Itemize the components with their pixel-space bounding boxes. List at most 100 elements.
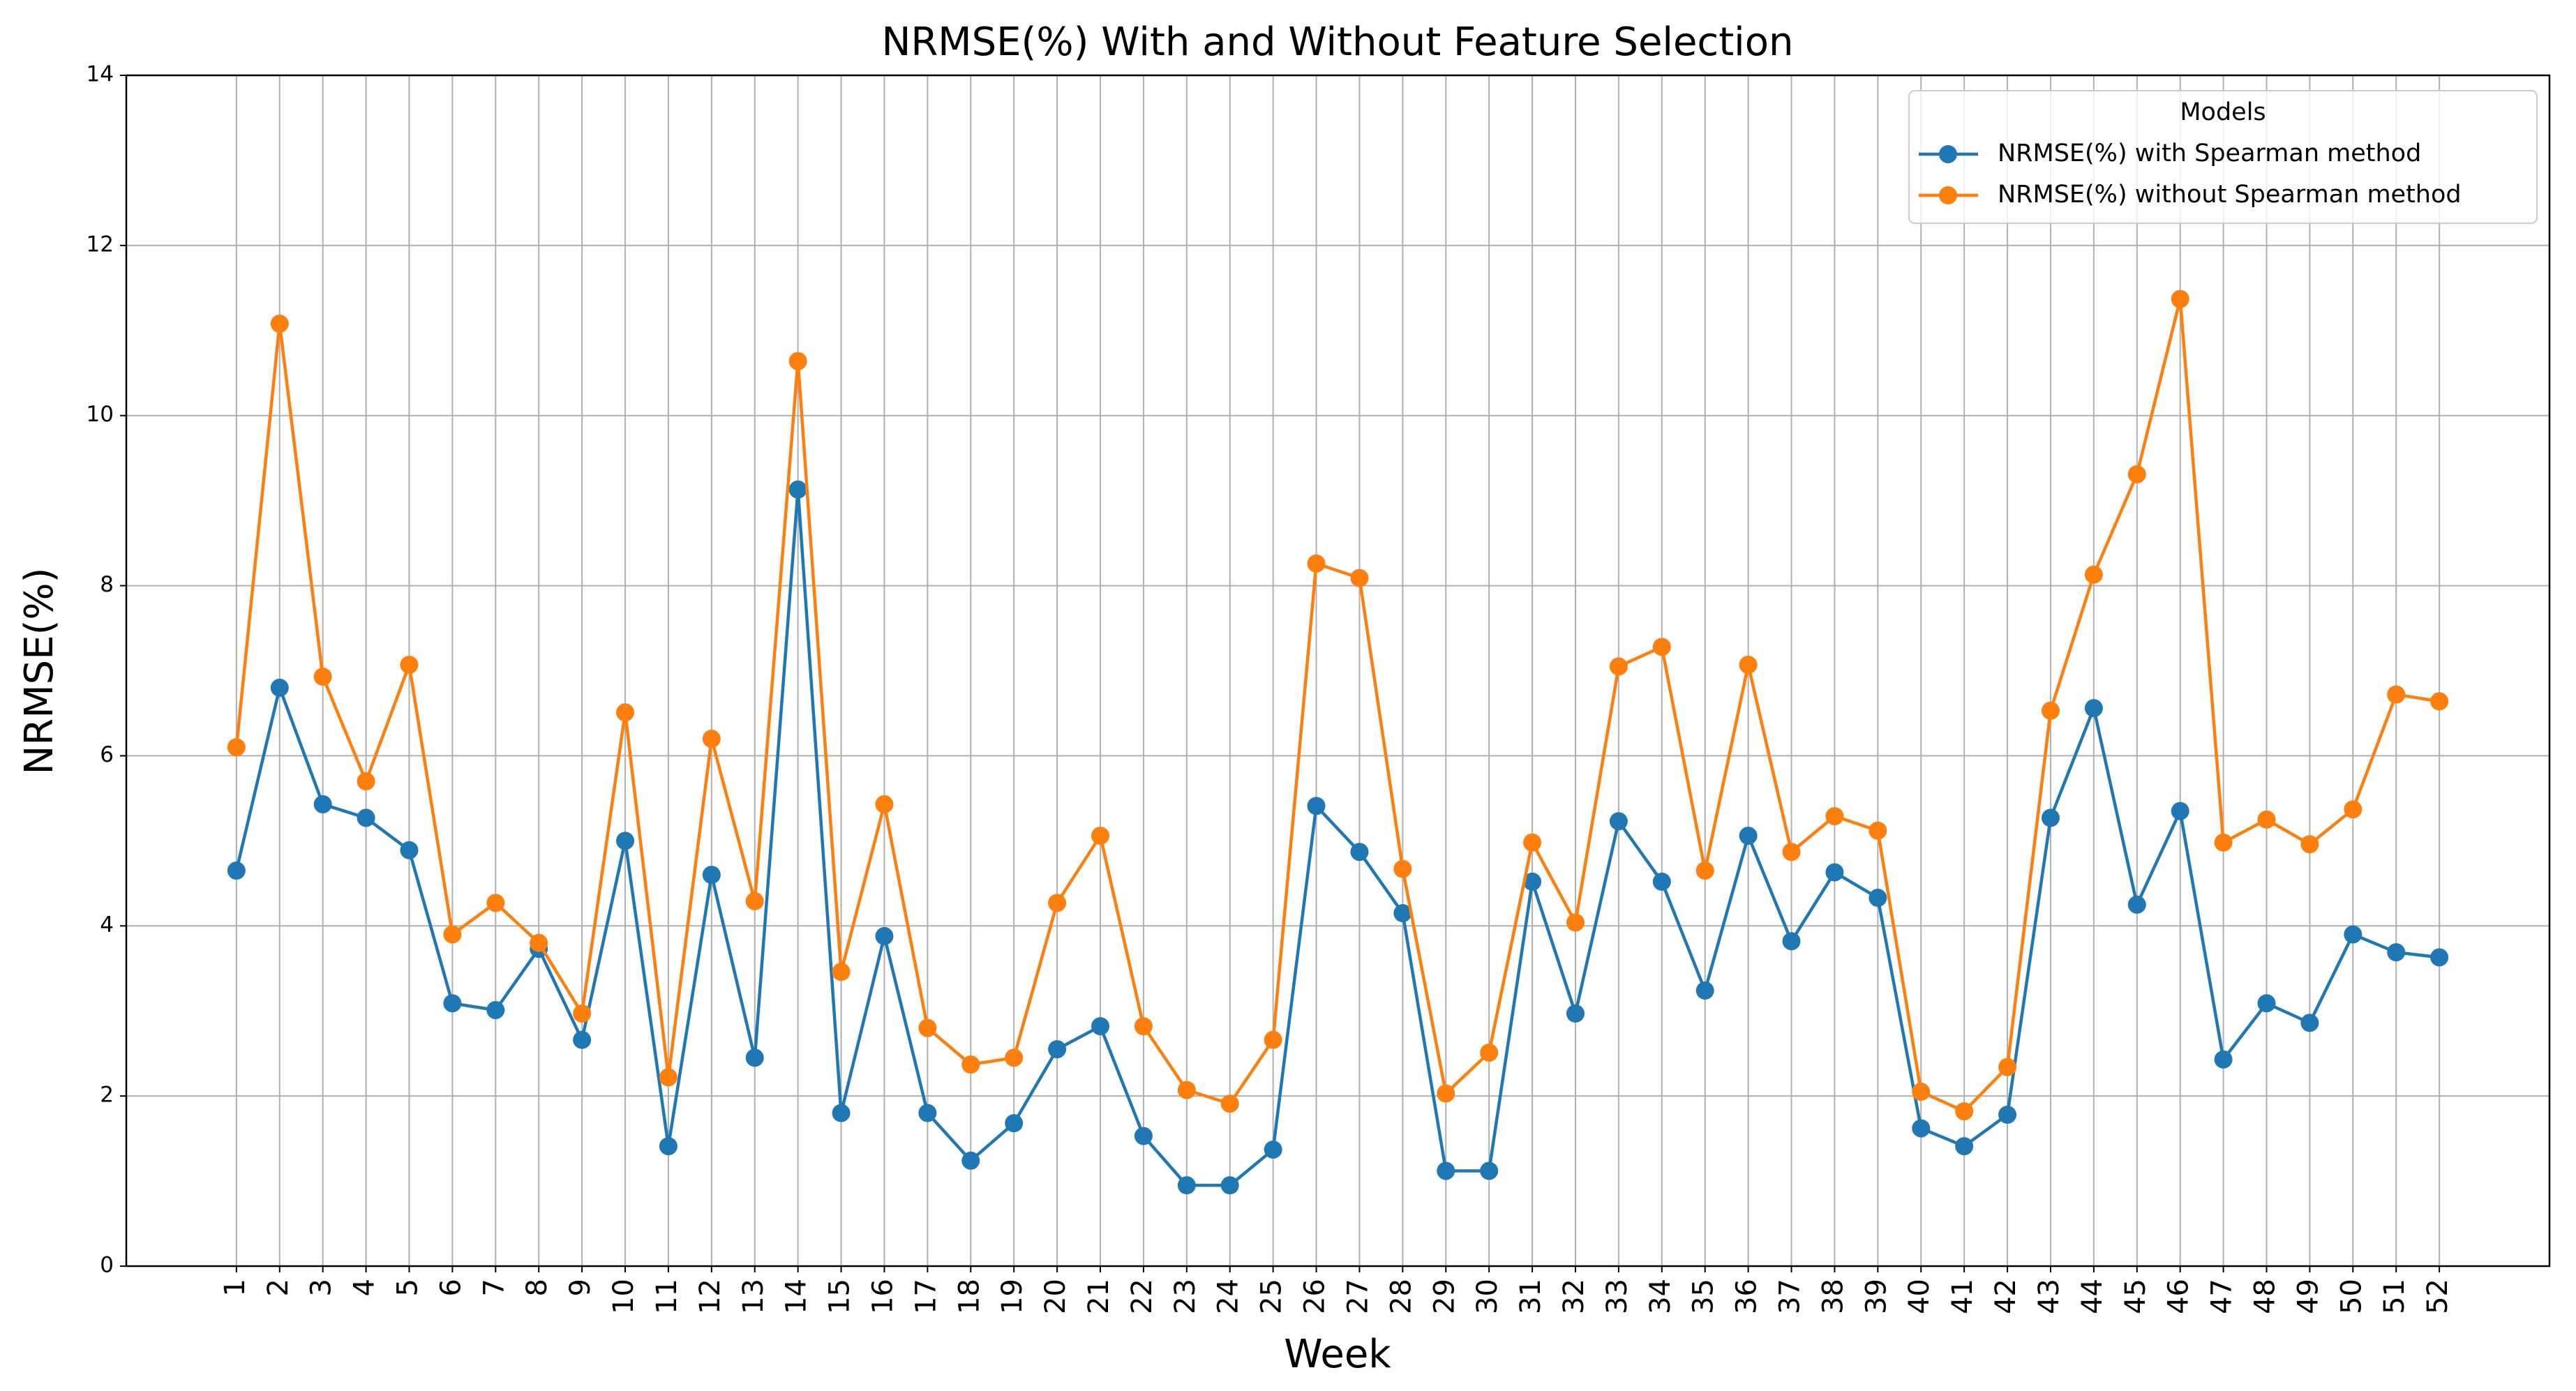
data-point: [788, 480, 807, 499]
data-point: [2041, 701, 2060, 720]
data-point: [1005, 1114, 1024, 1133]
y-tick-label: 12: [87, 232, 114, 257]
legend-box: [1908, 90, 2538, 224]
data-point: [1091, 827, 1110, 845]
data-point: [832, 1104, 851, 1122]
data-point: [2214, 833, 2233, 852]
data-point: [2387, 943, 2406, 962]
data-point: [702, 730, 721, 749]
plot-frame: [125, 74, 2551, 1268]
legend-marker: [1939, 186, 1957, 204]
data-point: [1912, 1083, 1931, 1101]
data-point: [1048, 894, 1067, 912]
data-point: [1695, 981, 1714, 1000]
x-tick-label: 49: [2292, 1279, 2324, 1314]
data-point: [1091, 1017, 1110, 1036]
data-point: [1134, 1017, 1153, 1036]
data-point: [1005, 1048, 1024, 1067]
data-point: [1782, 843, 1801, 862]
data-point: [313, 668, 332, 686]
data-point: [2300, 1014, 2319, 1032]
data-point: [1437, 1161, 1455, 1180]
data-point: [2257, 810, 2276, 829]
y-tick-label: 0: [100, 1253, 114, 1278]
data-point: [1782, 932, 1801, 951]
series-line: [234, 297, 2440, 1113]
data-point: [2127, 895, 2146, 914]
x-tick-label: 13: [737, 1279, 770, 1314]
data-point: [2430, 948, 2449, 967]
data-point: [1652, 638, 1671, 656]
x-tick-label: 8: [521, 1279, 553, 1296]
x-tick-label: 4: [349, 1279, 381, 1296]
x-tick-label: 36: [1731, 1279, 1763, 1314]
x-tick-label: 35: [1688, 1279, 1720, 1314]
x-tick-label: 15: [824, 1279, 856, 1314]
data-point: [1998, 1058, 2017, 1076]
legend-label: NRMSE(%) with Spearman method: [1998, 140, 2421, 167]
data-point: [961, 1055, 980, 1074]
data-point: [1955, 1102, 1974, 1121]
data-point: [227, 862, 246, 880]
data-point: [1566, 913, 1585, 932]
data-point: [702, 866, 721, 885]
legend-title: Models: [2180, 98, 2266, 126]
data-point: [1220, 1095, 1239, 1113]
data-point: [2214, 1050, 2233, 1069]
data-point: [1609, 657, 1628, 676]
data-point: [1912, 1119, 1931, 1138]
x-tick-label: 16: [867, 1279, 899, 1314]
x-tick-label: 31: [1515, 1279, 1547, 1314]
data-point: [400, 655, 419, 674]
x-tick-label: 28: [1385, 1279, 1417, 1314]
x-tick-label: 37: [1774, 1279, 1806, 1314]
data-point: [357, 809, 375, 827]
data-point: [1825, 806, 1844, 825]
x-tick-label: 11: [651, 1279, 683, 1314]
data-point: [357, 772, 375, 791]
data-point: [573, 1004, 592, 1023]
data-point: [2041, 809, 2060, 827]
data-point: [788, 352, 807, 370]
data-point: [1264, 1030, 1282, 1049]
data-point: [486, 894, 505, 912]
x-tick-label: 14: [781, 1279, 813, 1314]
data-point: [1177, 1176, 1196, 1195]
x-tick-label: 19: [996, 1279, 1028, 1314]
data-point: [1220, 1176, 1239, 1195]
data-point: [1048, 1040, 1067, 1059]
x-tick-label: 24: [1213, 1279, 1245, 1314]
data-point: [1393, 859, 1412, 878]
x-tick-label: 5: [391, 1279, 424, 1296]
x-axis-label: Week: [1284, 1332, 1391, 1377]
x-tick-label: 29: [1428, 1279, 1460, 1314]
data-point: [1825, 863, 1844, 882]
data-point: [1307, 554, 1326, 573]
data-point: [1350, 843, 1369, 862]
x-tick-label: 34: [1645, 1279, 1677, 1314]
x-tick-label: 10: [608, 1279, 640, 1314]
data-point: [1869, 889, 1887, 908]
chart-title: NRMSE(%) With and Without Feature Select…: [881, 20, 1793, 65]
data-point: [1307, 797, 1326, 815]
x-tick-label: 6: [435, 1279, 467, 1296]
x-tick-label: 1: [219, 1279, 251, 1296]
x-tick-label: 9: [564, 1279, 597, 1296]
data-point: [659, 1068, 677, 1087]
data-point: [918, 1104, 937, 1122]
y-tick-label: 6: [100, 742, 114, 767]
x-tick-label: 17: [910, 1279, 942, 1314]
x-tick-label: 48: [2249, 1279, 2282, 1314]
x-tick-label: 32: [1558, 1279, 1590, 1314]
data-point: [530, 933, 548, 952]
y-tick-label: 10: [87, 402, 114, 427]
data-point: [1523, 872, 1542, 891]
legend-marker: [1939, 145, 1957, 163]
x-tick-label: 43: [2033, 1279, 2065, 1314]
x-tick-label: 33: [1601, 1279, 1633, 1314]
y-tick-label: 4: [100, 912, 114, 938]
data-point: [2127, 465, 2146, 483]
data-point: [400, 841, 419, 859]
data-point: [313, 795, 332, 813]
